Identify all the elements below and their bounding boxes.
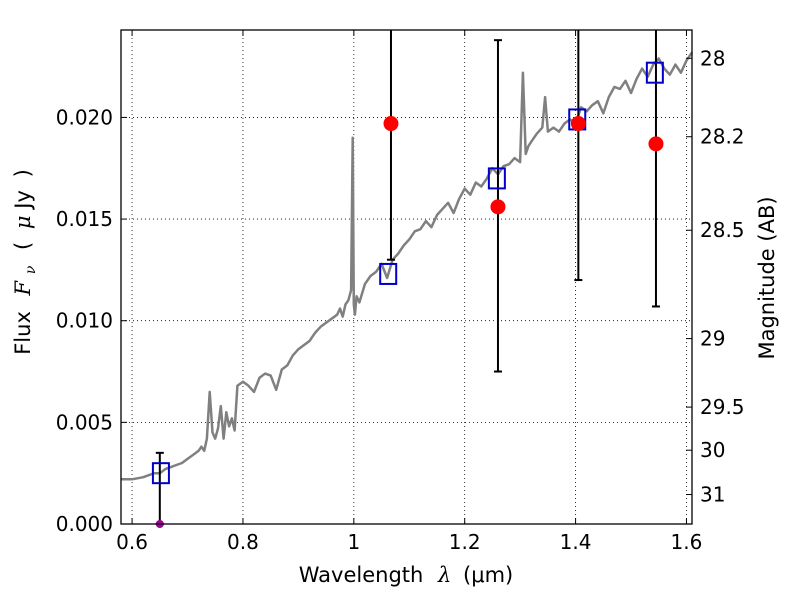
y-axis-label-subscript: ν (23, 265, 39, 274)
x-tick-label: 1.2 (449, 530, 481, 554)
model-marker (151, 462, 170, 485)
model-marker (379, 262, 398, 285)
right-y-tick-label: 28 (700, 46, 725, 70)
right-y-axis-label: Magnitude (AB) (755, 196, 779, 359)
right-y-tick-label: 30 (700, 438, 725, 462)
y-tick-label: 0.010 (56, 309, 113, 333)
right-y-tick-label: 29 (700, 327, 725, 351)
x-tick-label: 0.8 (227, 530, 259, 554)
error-bar-layer (155, 30, 660, 525)
spectrum-layer (121, 51, 694, 481)
observed-point (383, 116, 399, 132)
right-y-tick-label: 31 (700, 483, 725, 507)
y-axis-label-mu: μ (11, 215, 35, 229)
y-axis-label-text: Flux (11, 311, 35, 355)
observed-point (648, 136, 664, 152)
x-tick-label: 1.4 (560, 530, 592, 554)
right-y-tick-label: 28.2 (700, 125, 745, 149)
x-axis-label-unit: (μm) (463, 563, 513, 587)
x-tick-label: 0.6 (116, 530, 148, 554)
right-y-tick-label: 29.5 (700, 395, 745, 419)
x-axis-label-symbol: λ (437, 563, 451, 587)
x-axis-label: Wavelength λ (μm) (299, 563, 513, 587)
y-axis-label-unit: Jy (11, 190, 35, 211)
right-y-tick-label: 28.5 (700, 218, 745, 242)
x-axis-label-text: Wavelength (299, 563, 424, 587)
model-marker (487, 167, 506, 190)
x-tick-label: 1 (347, 530, 360, 554)
y-axis-label-close-paren: ) (11, 169, 35, 177)
plot-frame (120, 29, 693, 525)
spectrum-line (121, 51, 694, 481)
tick-layer: 0.6 0.8 1 1.2 1.4 1.6 0.000 0.005 0.010 0.015 0.02… (56, 30, 745, 554)
y-axis-label-symbol: F (11, 279, 35, 296)
y-tick-label: 0.005 (56, 410, 113, 434)
y-tick-label: 0.020 (56, 105, 113, 129)
observed-point (490, 199, 506, 215)
y-axis-label-open-paren: ( (11, 242, 35, 250)
y-axis-label: Flux F ν ( μ Jy ) (11, 169, 40, 355)
y-tick-label: 0.000 (56, 512, 113, 536)
x-tick-label: 1.6 (671, 530, 703, 554)
observed-point (570, 116, 586, 132)
y-tick-label: 0.015 (56, 207, 113, 231)
points-layer (151, 61, 664, 528)
model-marker (645, 61, 664, 84)
